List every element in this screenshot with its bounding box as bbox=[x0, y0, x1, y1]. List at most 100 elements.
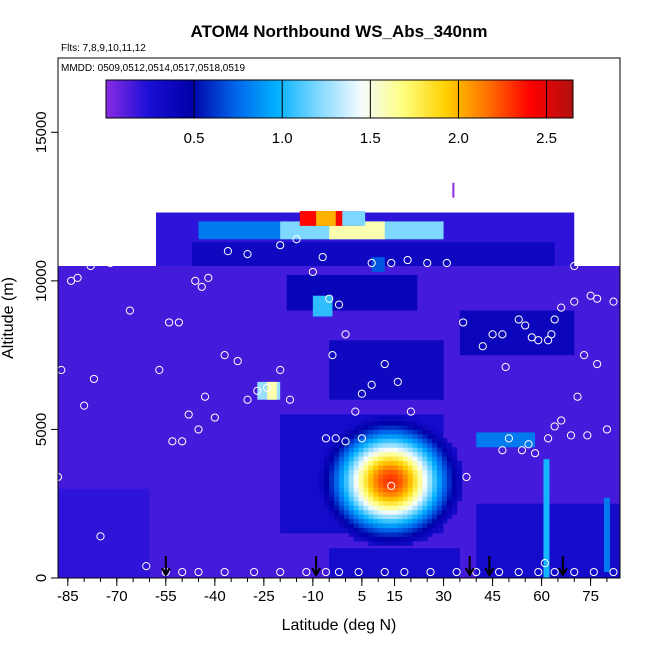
heatmap-cell bbox=[412, 496, 418, 502]
y-axis-label: Altitude (m) bbox=[0, 277, 17, 359]
heatmap-cell bbox=[441, 460, 448, 466]
heatmap-cell bbox=[407, 424, 414, 430]
colorbar-tick-label: 2.5 bbox=[536, 130, 557, 147]
heatmap-cell bbox=[446, 451, 453, 457]
heatmap-cell bbox=[368, 523, 374, 528]
heatmap-cell bbox=[407, 540, 414, 546]
flight-point bbox=[478, 342, 487, 351]
heatmap-cell bbox=[412, 442, 418, 448]
heatmap-cell bbox=[348, 460, 355, 466]
colorbar-tick-label: 0.5 bbox=[184, 130, 205, 147]
heatmap-cell bbox=[378, 496, 384, 502]
heatmap-cell bbox=[397, 536, 404, 542]
flight-point bbox=[334, 567, 344, 577]
heatmap-cell bbox=[407, 487, 414, 493]
heatmap-cell bbox=[358, 482, 365, 488]
heatmap-cell bbox=[388, 509, 394, 515]
heatmap-cell bbox=[412, 505, 418, 511]
heatmap-cell bbox=[358, 438, 365, 444]
heatmap-cell bbox=[422, 527, 428, 533]
heatmap-cell bbox=[402, 447, 409, 453]
heatmap-cell bbox=[353, 514, 360, 520]
heatmap-cell bbox=[353, 433, 360, 439]
heatmap-cell bbox=[456, 482, 463, 488]
flight-point bbox=[534, 336, 543, 345]
heatmap-cell bbox=[427, 527, 433, 533]
heatmap-cell bbox=[397, 424, 404, 430]
heatmap-cell bbox=[441, 505, 448, 511]
heatmap-cell bbox=[402, 491, 409, 497]
heatmap-cell bbox=[348, 518, 355, 524]
flight-point bbox=[308, 267, 317, 277]
flight-points bbox=[58, 235, 618, 577]
heatmap-cell bbox=[353, 500, 360, 506]
flight-point bbox=[302, 567, 311, 577]
heatmap-cell bbox=[392, 451, 399, 457]
heatmap-cell bbox=[348, 531, 355, 537]
heatmap-cell bbox=[343, 527, 350, 533]
heatmap-cell bbox=[456, 496, 463, 502]
heatmap-cell bbox=[358, 527, 365, 533]
flight-point bbox=[462, 472, 471, 482]
heatmap-cell bbox=[343, 505, 350, 511]
heatmap-cell bbox=[402, 514, 409, 520]
heatmap-cell bbox=[358, 478, 365, 484]
heatmap-cell bbox=[402, 527, 409, 533]
heatmap-cell bbox=[373, 487, 379, 493]
heatmap-cell bbox=[451, 487, 458, 493]
heatmap-cell bbox=[348, 509, 355, 515]
heatmap-cell bbox=[422, 433, 428, 439]
heatmap-cell bbox=[412, 460, 418, 466]
heatmap-cell bbox=[324, 451, 330, 457]
heatmap-cell bbox=[334, 487, 340, 493]
heatmap-cell bbox=[441, 474, 448, 479]
heatmap-cell bbox=[378, 433, 384, 439]
heatmap-cell bbox=[427, 531, 433, 537]
heatmap-cell bbox=[343, 509, 350, 515]
heatmap-cell bbox=[446, 474, 453, 479]
flight-point bbox=[253, 386, 262, 395]
heatmap-cell bbox=[358, 451, 365, 457]
heatmap-cell bbox=[353, 531, 360, 537]
heatmap-cell bbox=[378, 460, 384, 466]
heatmap-cell bbox=[422, 491, 428, 497]
heatmap-cell bbox=[334, 451, 340, 457]
heatmap-cell bbox=[422, 460, 428, 466]
heatmap-cell bbox=[432, 460, 438, 466]
heatmap-cell bbox=[407, 482, 414, 488]
heatmap-cell bbox=[373, 500, 379, 506]
heatmap-cell bbox=[441, 478, 448, 484]
heatmap-streak bbox=[603, 497, 610, 573]
flight-point bbox=[357, 389, 366, 398]
heatmap-cell bbox=[437, 478, 443, 484]
heatmap-cell bbox=[392, 424, 399, 430]
heatmap-cell bbox=[417, 442, 423, 448]
heatmap-cell bbox=[451, 460, 458, 466]
heatmap-cell bbox=[378, 514, 384, 520]
heatmap-cell bbox=[388, 416, 394, 422]
heatmap-cell bbox=[378, 465, 384, 471]
heatmap-cell bbox=[432, 447, 438, 453]
heatmap-cell bbox=[373, 465, 379, 471]
heatmap-cell bbox=[432, 433, 438, 439]
heatmap-cell bbox=[441, 447, 448, 453]
heatmap-cell bbox=[437, 442, 443, 448]
heatmap-cell bbox=[392, 438, 399, 444]
flight-point bbox=[142, 562, 151, 571]
heatmap-cell bbox=[397, 456, 404, 462]
heatmap-cell bbox=[392, 433, 399, 439]
heatmap-cell bbox=[339, 514, 345, 520]
x-tick-label: 15 bbox=[386, 588, 403, 605]
heatmap-cell bbox=[388, 456, 394, 462]
heatmap-cell bbox=[383, 491, 389, 497]
heatmap-cell bbox=[368, 509, 374, 515]
heatmap-cell bbox=[358, 429, 365, 435]
heatmap-cell bbox=[339, 482, 345, 488]
heatmap-cell bbox=[348, 442, 355, 448]
heatmap-cell bbox=[358, 465, 365, 471]
flight-point bbox=[380, 567, 389, 577]
heatmap-cell bbox=[402, 478, 409, 484]
flight-point bbox=[589, 567, 598, 577]
heatmap-cell bbox=[363, 429, 369, 435]
heatmap-cell bbox=[417, 523, 423, 528]
